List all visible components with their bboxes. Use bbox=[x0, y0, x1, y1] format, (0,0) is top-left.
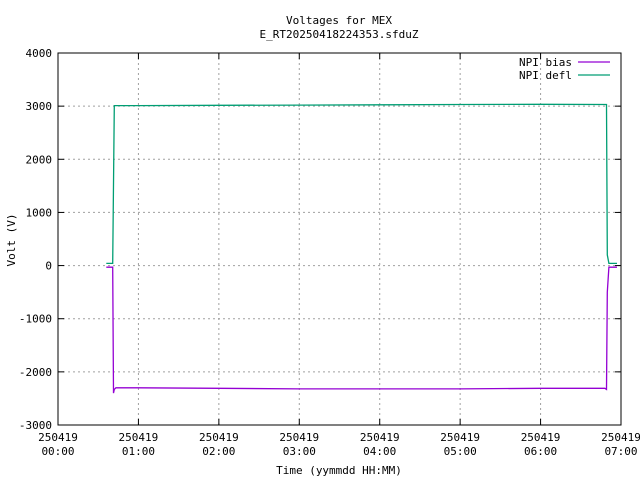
x-tick-time: 03:00 bbox=[283, 445, 316, 458]
grid bbox=[58, 53, 621, 425]
series-lines bbox=[106, 103, 617, 394]
chart-subtitle: E_RT20250418224353.sfduZ bbox=[260, 28, 419, 41]
x-tick-time: 00:00 bbox=[41, 445, 74, 458]
x-tick-date: 250419 bbox=[38, 431, 78, 444]
legend-label-1: NPI defl bbox=[519, 69, 572, 82]
y-tick-label: 0 bbox=[45, 260, 52, 273]
y-tick-label: -2000 bbox=[19, 366, 52, 379]
x-tick-date: 250419 bbox=[360, 431, 400, 444]
y-tick-label: 3000 bbox=[26, 100, 53, 113]
chart-title: Voltages for MEX bbox=[286, 14, 392, 27]
x-tick-time: 07:00 bbox=[604, 445, 637, 458]
axis-ticks: -3000-2000-10000100020003000400025041900… bbox=[19, 47, 640, 458]
y-tick-label: 1000 bbox=[26, 206, 53, 219]
x-tick-time: 06:00 bbox=[524, 445, 557, 458]
x-tick-date: 250419 bbox=[279, 431, 319, 444]
x-tick-date: 250419 bbox=[601, 431, 640, 444]
x-tick-time: 04:00 bbox=[363, 445, 396, 458]
x-tick-date: 250419 bbox=[521, 431, 561, 444]
y-tick-label: 4000 bbox=[26, 47, 53, 60]
y-axis-label: Volt (V) bbox=[5, 214, 18, 267]
y-tick-label: -1000 bbox=[19, 313, 52, 326]
plot-border bbox=[57, 52, 622, 426]
x-tick-date: 250419 bbox=[119, 431, 159, 444]
x-axis-label: Time (yymmdd HH:MM) bbox=[276, 464, 402, 477]
y-tick-label: -3000 bbox=[19, 419, 52, 432]
series-line-1 bbox=[106, 103, 617, 265]
x-tick-time: 05:00 bbox=[444, 445, 477, 458]
x-tick-time: 02:00 bbox=[202, 445, 235, 458]
y-tick-label: 2000 bbox=[26, 153, 53, 166]
legend-label-0: NPI bias bbox=[519, 56, 572, 69]
x-tick-date: 250419 bbox=[440, 431, 480, 444]
series-line-0 bbox=[106, 266, 617, 394]
x-tick-date: 250419 bbox=[199, 431, 239, 444]
x-tick-time: 01:00 bbox=[122, 445, 155, 458]
